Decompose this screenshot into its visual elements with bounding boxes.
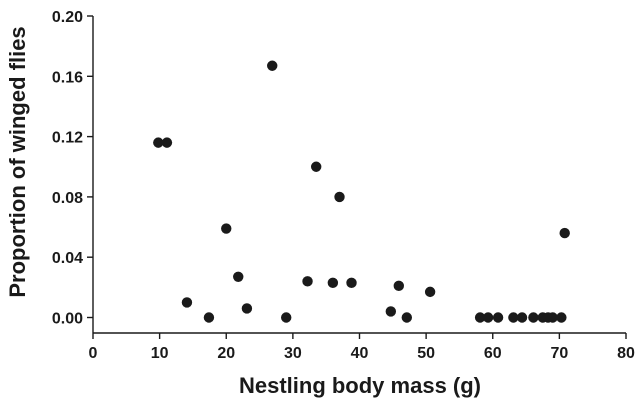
- y-tick-label: 0.08: [52, 190, 83, 207]
- data-point: [233, 271, 244, 282]
- x-tick-label: 50: [417, 345, 435, 362]
- y-tick-label: 0.04: [52, 250, 83, 267]
- data-point: [153, 137, 164, 148]
- x-tick-label: 70: [550, 345, 568, 362]
- data-point: [482, 312, 494, 323]
- x-tick-label: 30: [284, 345, 302, 362]
- data-point: [547, 312, 558, 323]
- data-point: [424, 286, 436, 298]
- data-point: [221, 223, 232, 234]
- data-point: [161, 137, 173, 148]
- data-point: [241, 303, 253, 314]
- data-point: [393, 280, 405, 292]
- x-tick-label: 60: [484, 345, 502, 362]
- data-point: [346, 277, 357, 289]
- x-tick-label: 0: [89, 345, 98, 362]
- data-point: [492, 312, 504, 323]
- y-ticks: 0.00 0.04 0.08 0.12 0.16 0.20: [52, 9, 93, 328]
- data-point: [401, 312, 413, 323]
- data-point: [385, 306, 397, 317]
- y-tick-label: 0.12: [52, 130, 83, 147]
- y-tick-label: 0.16: [52, 69, 83, 86]
- x-tick-label: 80: [617, 345, 635, 362]
- data-points: [153, 60, 570, 323]
- x-tick-label: 20: [217, 345, 235, 362]
- data-point: [327, 277, 339, 289]
- data-point: [559, 227, 570, 239]
- data-point: [334, 191, 345, 203]
- data-point: [302, 276, 313, 287]
- data-point: [556, 312, 567, 323]
- data-point: [310, 161, 322, 172]
- data-point: [181, 297, 193, 308]
- data-point: [281, 312, 292, 323]
- axes: [92, 16, 626, 334]
- x-axis-title: Nestling body mass (g): [239, 373, 481, 398]
- x-tick-label: 10: [151, 345, 169, 362]
- data-point: [203, 312, 215, 323]
- data-point: [508, 312, 519, 323]
- x-ticks: 0 10 20 30 40 50 60 70 80: [89, 333, 635, 362]
- data-point: [528, 312, 539, 323]
- data-point: [516, 312, 528, 323]
- y-axis-title: Proportion of winged flies: [5, 26, 30, 297]
- data-point: [474, 312, 486, 323]
- x-tick-label: 40: [351, 345, 369, 362]
- data-point: [267, 60, 278, 71]
- y-tick-label: 0.20: [52, 9, 83, 26]
- y-tick-label: 0.00: [52, 311, 83, 328]
